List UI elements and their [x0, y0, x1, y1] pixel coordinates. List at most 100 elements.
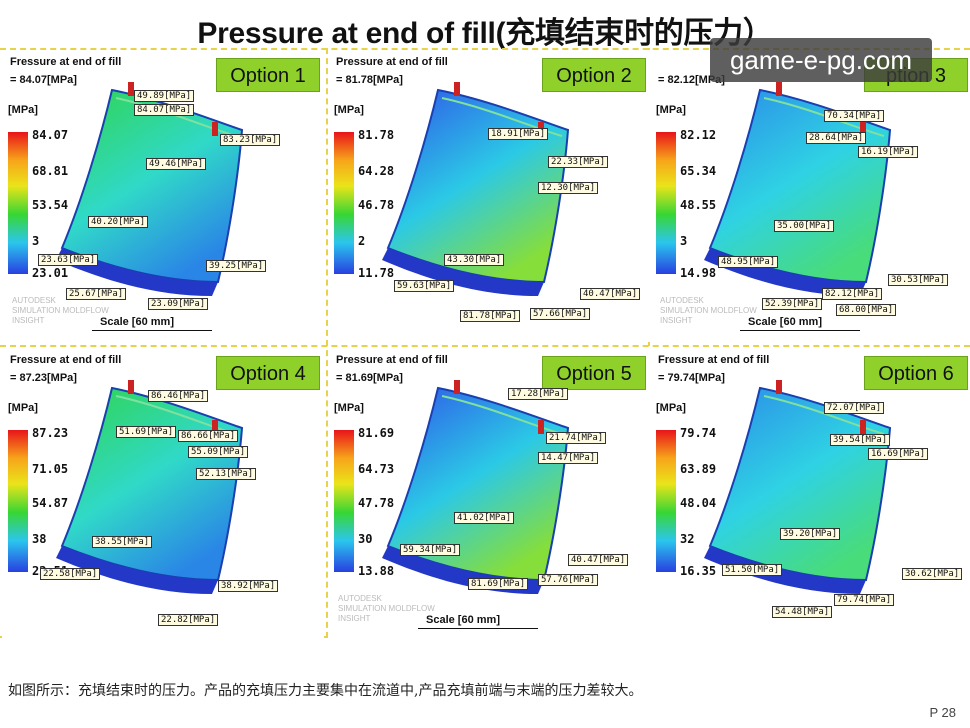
scale-label: Scale [60 mm]	[748, 316, 822, 328]
colorbar-legend	[334, 430, 354, 572]
page-title: Pressure at end of fill(充填结束时的压力）	[197, 17, 773, 50]
pressure-callout: 23.09[MPa]	[148, 298, 209, 310]
max-pressure-value: = 82.12[MPa]	[658, 74, 725, 86]
colorbar-tick: 63.89	[680, 462, 717, 476]
colorbar-tick: 68.81	[32, 164, 69, 178]
colorbar-tick: 71.05	[32, 462, 69, 476]
pressure-callout: 18.91[MPa]	[488, 128, 549, 140]
pressure-callout: 57.76[MPa]	[538, 574, 599, 586]
colorbar-tick: 53.54	[32, 198, 69, 212]
scale-bar	[92, 330, 212, 331]
colorbar-unit: [MPa]	[334, 402, 364, 414]
pressure-callout: 38.55[MPa]	[92, 536, 153, 548]
max-pressure-value: = 79.74[MPa]	[658, 372, 725, 384]
pressure-callout: 40.47[MPa]	[568, 554, 629, 566]
pressure-callout: 72.07[MPa]	[824, 402, 885, 414]
colorbar-unit: [MPa]	[656, 402, 686, 414]
pressure-callout: 30.53[MPa]	[888, 274, 949, 286]
brand-line: AUTODESK	[338, 594, 382, 603]
grid-divider	[326, 48, 328, 638]
option-label: Option 1	[216, 58, 320, 92]
pressure-callout: 39.54[MPa]	[830, 434, 891, 446]
pressure-callout: 40.20[MPa]	[88, 216, 149, 228]
colorbar-tick: 30	[358, 532, 373, 546]
colorbar-tick: 47.78	[358, 496, 395, 510]
pressure-callout: 16.19[MPa]	[858, 146, 919, 158]
brand-line: SIMULATION MOLDFLOW	[12, 306, 109, 315]
pressure-callout: 38.92[MPa]	[218, 580, 279, 592]
brand-line: AUTODESK	[660, 296, 704, 305]
max-pressure-value: = 84.07[MPa]	[10, 74, 77, 86]
colorbar-tick: 79.74	[680, 426, 717, 440]
plot-title: Pressure at end of fill	[336, 354, 448, 366]
colorbar-tick: 81.69	[358, 426, 395, 440]
pressure-callout: 25.67[MPa]	[66, 288, 127, 300]
max-pressure-value: = 81.78[MPa]	[336, 74, 403, 86]
colorbar-tick: 48.55	[680, 198, 717, 212]
result-panel-3: = 82.12[MPa] [MPa] 82.12 65.34 48.55 3 14.98 70…	[650, 50, 970, 342]
colorbar-tick: 48.04	[680, 496, 717, 510]
pressure-callout: 54.48[MPa]	[772, 606, 833, 618]
brand-line: AUTODESK	[12, 296, 56, 305]
colorbar-legend	[8, 132, 28, 274]
max-pressure-value: = 81.69[MPa]	[336, 372, 403, 384]
pressure-callout: 51.50[MPa]	[722, 564, 783, 576]
colorbar-tick: 14.98	[680, 266, 717, 280]
pressure-callout: 12.30[MPa]	[538, 182, 599, 194]
pressure-callout: 81.69[MPa]	[468, 578, 529, 590]
pressure-callout: 55.09[MPa]	[188, 446, 249, 458]
caption-text: 如图所示：充填结束时的压力。产品的充填压力主要集中在流道中,产品充填前端与末端的…	[8, 683, 643, 699]
brand-line: INSIGHT	[338, 614, 371, 623]
colorbar-tick: 64.73	[358, 462, 395, 476]
colorbar-tick: 23.01	[32, 266, 69, 280]
colorbar-tick: 3	[32, 234, 40, 248]
page-number: P 28	[929, 705, 956, 720]
colorbar-tick: 65.34	[680, 164, 717, 178]
pressure-callout: 22.58[MPa]	[40, 568, 101, 580]
colorbar-unit: [MPa]	[334, 104, 364, 116]
pressure-callout: 52.39[MPa]	[762, 298, 823, 310]
pressure-callout: 22.82[MPa]	[158, 614, 219, 626]
pressure-callout: 57.66[MPa]	[530, 308, 591, 320]
colorbar-legend	[656, 430, 676, 572]
grid-divider	[648, 48, 650, 638]
pressure-callout: 41.02[MPa]	[454, 512, 515, 524]
brand-line: SIMULATION MOLDFLOW	[660, 306, 757, 315]
pressure-callout: 81.78[MPa]	[460, 310, 521, 322]
pressure-callout: 51.69[MPa]	[116, 426, 177, 438]
software-brand: AUTODESK SIMULATION MOLDFLOW INSIGHT	[12, 296, 109, 326]
pressure-callout: 68.00[MPa]	[836, 304, 897, 316]
pressure-callout: 79.74[MPa]	[834, 594, 895, 606]
pressure-callout: 14.47[MPa]	[538, 452, 599, 464]
scale-bar	[740, 330, 860, 331]
colorbar-tick: 16.35	[680, 564, 717, 578]
scale-label: Scale [60 mm]	[426, 614, 500, 626]
colorbar-tick: 13.88	[358, 564, 395, 578]
colorbar-tick: 3	[680, 234, 688, 248]
pressure-callout: 49.89[MPa]	[134, 90, 195, 102]
pressure-callout: 83.23[MPa]	[220, 134, 281, 146]
result-panel-1: Fressure at end of fill = 84.07[MPa] [MPa]…	[2, 50, 324, 342]
colorbar-tick: 81.78	[358, 128, 395, 142]
pressure-callout: 84.07[MPa]	[134, 104, 195, 116]
software-brand: AUTODESK SIMULATION MOLDFLOW INSIGHT	[660, 296, 757, 326]
option-label: Option 2	[542, 58, 646, 92]
option-label: Option 4	[216, 356, 320, 390]
scale-bar	[418, 628, 538, 629]
plot-title: Fressure at end of fill	[10, 56, 122, 68]
pressure-callout: 39.25[MPa]	[206, 260, 267, 272]
colorbar-tick: 2	[358, 234, 366, 248]
pressure-callout: 39.20[MPa]	[780, 528, 841, 540]
pressure-callout: 21.74[MPa]	[546, 432, 607, 444]
molded-part-image	[56, 82, 244, 296]
pressure-callout: 59.34[MPa]	[400, 544, 461, 556]
colorbar-legend	[8, 430, 28, 572]
colorbar-tick: 87.23	[32, 426, 69, 440]
colorbar-tick: 11.78	[358, 266, 395, 280]
colorbar-tick: 32	[680, 532, 695, 546]
pressure-callout: 40.47[MPa]	[580, 288, 641, 300]
pressure-callout: 23.63[MPa]	[38, 254, 99, 266]
pressure-callout: 82.12[MPa]	[822, 288, 883, 300]
option-label: Option 6	[864, 356, 968, 390]
colorbar-tick: 46.78	[358, 198, 395, 212]
